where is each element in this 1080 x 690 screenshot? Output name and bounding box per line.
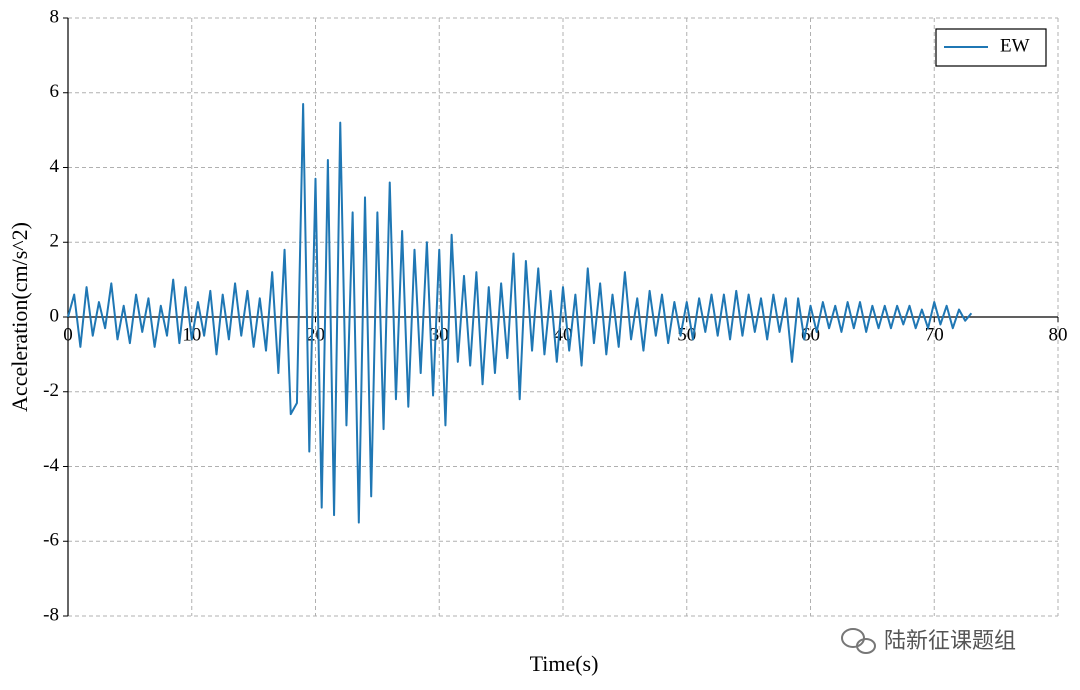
x-axis-label: Time(s) <box>530 651 599 676</box>
y-tick-label: -2 <box>43 380 59 401</box>
watermark: 陆新征课题组 <box>841 628 1016 654</box>
x-tick-label: 70 <box>925 324 944 345</box>
legend: EW <box>935 28 1047 67</box>
y-tick-label: 4 <box>50 156 60 177</box>
x-tick-label: 30 <box>430 324 449 345</box>
watermark-icon <box>856 638 876 654</box>
y-tick-label: 0 <box>50 305 60 326</box>
watermark-icon <box>841 628 865 648</box>
y-tick-label: 6 <box>50 81 60 102</box>
y-tick-label: 8 <box>50 6 60 27</box>
data-line <box>67 102 973 524</box>
legend-label: EW <box>1000 35 1030 56</box>
watermark-text: 陆新征课题组 <box>884 629 1016 654</box>
y-tick-label: 2 <box>50 231 60 252</box>
y-axis-label: Acceleration(cm/s^2) <box>7 222 32 412</box>
x-tick-label: 80 <box>1049 324 1068 345</box>
y-tick-label: -8 <box>43 604 59 625</box>
y-tick-label: -6 <box>43 530 59 551</box>
y-tick-label: -4 <box>43 455 59 476</box>
x-tick-label: 20 <box>306 324 325 345</box>
